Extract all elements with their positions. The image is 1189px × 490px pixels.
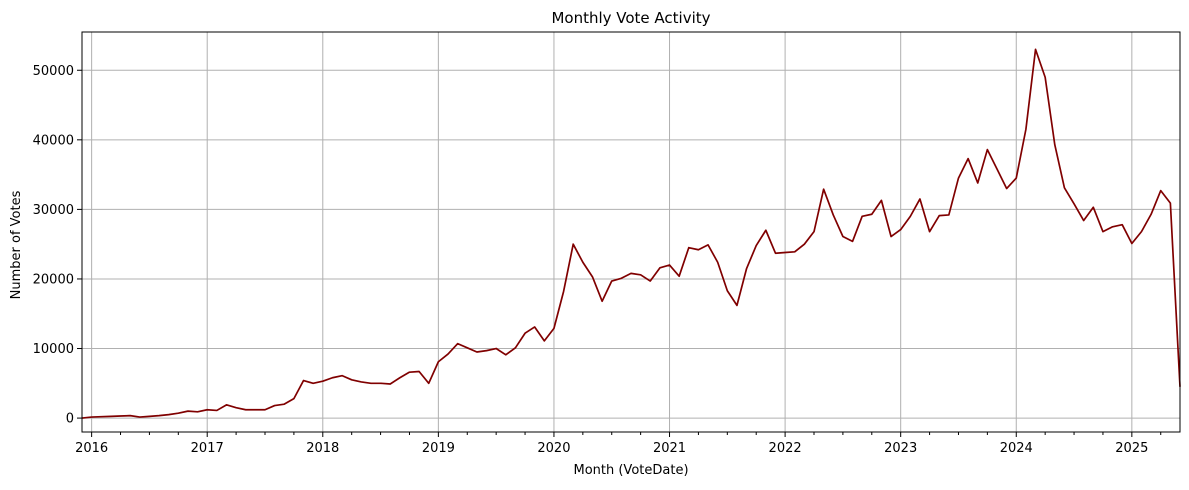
plot-frame [81,31,1181,433]
x-tick-label: 2022 [769,441,802,456]
y-tick-label: 0 [66,412,74,427]
grid-layer [82,32,1180,432]
x-tick-label: 2025 [1115,441,1148,456]
y-tick-label: 40000 [33,133,74,148]
chart-title: Monthly Vote Activity [551,9,710,27]
ticks-layer: 0 10000 20000 30000 40000 50000 2016 2017 2018 20… [33,64,1162,456]
x-tick-label: 2021 [653,441,686,456]
x-tick-label: 2019 [422,441,455,456]
x-tick-label: 2024 [1000,441,1033,456]
x-tick-label: 2018 [306,441,339,456]
y-tick-label: 10000 [33,342,74,357]
x-tick-label: 2016 [75,441,108,456]
y-tick-label: 50000 [33,64,74,79]
y-axis-title: Number of Votes [9,190,24,299]
x-tick-label: 2020 [537,441,570,456]
y-tick-label: 20000 [33,272,74,287]
series-line-monthly-votes [81,48,1181,419]
x-axis-title: Month (VoteDate) [573,463,688,478]
y-tick-label: 30000 [33,203,74,218]
x-tick-label: 2017 [191,441,224,456]
x-tick-label: 2023 [884,441,917,456]
